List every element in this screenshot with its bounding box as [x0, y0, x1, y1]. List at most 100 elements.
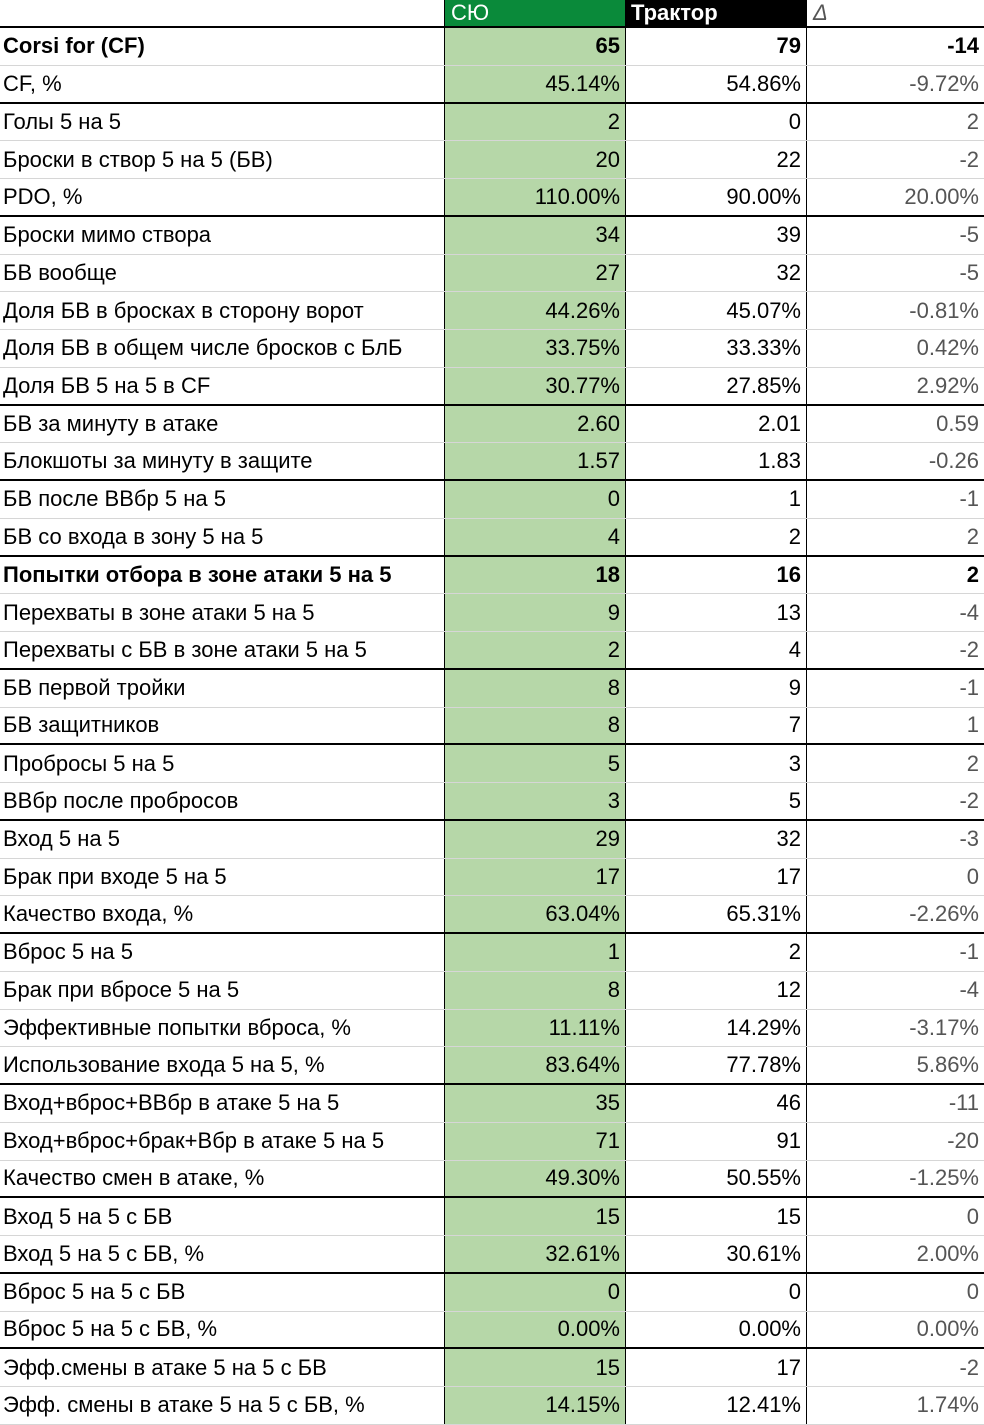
syu-value-cell[interactable]: 15: [444, 1349, 625, 1386]
traktor-value-cell[interactable]: 32: [625, 254, 806, 292]
syu-value-cell[interactable]: 5: [444, 745, 625, 782]
delta-value-cell[interactable]: -14: [806, 28, 984, 65]
syu-value-cell[interactable]: 33.75%: [444, 330, 625, 367]
syu-value-cell[interactable]: 1: [444, 934, 625, 971]
traktor-value-cell[interactable]: 1: [625, 481, 806, 518]
delta-value-cell[interactable]: 0: [806, 1198, 984, 1235]
syu-value-cell[interactable]: 71: [444, 1122, 625, 1160]
header-syu-cell[interactable]: СЮ: [444, 0, 625, 26]
traktor-value-cell[interactable]: 9: [625, 669, 806, 707]
traktor-value-cell[interactable]: 2: [625, 518, 806, 555]
delta-value-cell[interactable]: 1.74%: [806, 1387, 984, 1424]
traktor-value-cell[interactable]: 17: [625, 1349, 806, 1386]
syu-value-cell[interactable]: 2: [444, 103, 625, 141]
syu-value-cell[interactable]: 20: [444, 141, 625, 178]
delta-value-cell[interactable]: -20: [806, 1122, 984, 1160]
delta-value-cell[interactable]: 2.00%: [806, 1236, 984, 1272]
traktor-value-cell[interactable]: 65.31%: [625, 896, 806, 932]
syu-value-cell[interactable]: 30.77%: [444, 367, 625, 404]
syu-value-cell[interactable]: 1.57: [444, 443, 625, 479]
row-label-cell[interactable]: БВ за минуту в атаке: [3, 410, 219, 436]
syu-value-cell[interactable]: 11.11%: [444, 1009, 625, 1047]
traktor-value-cell[interactable]: 0.00%: [625, 1311, 806, 1348]
syu-value-cell[interactable]: 8: [444, 971, 625, 1009]
syu-value-cell[interactable]: 34: [444, 216, 625, 254]
delta-value-cell[interactable]: -11: [806, 1085, 984, 1122]
traktor-value-cell[interactable]: 50.55%: [625, 1160, 806, 1197]
traktor-value-cell[interactable]: 12: [625, 971, 806, 1009]
syu-value-cell[interactable]: 63.04%: [444, 896, 625, 932]
delta-value-cell[interactable]: 2: [806, 745, 984, 782]
traktor-value-cell[interactable]: 22: [625, 141, 806, 178]
row-label-cell[interactable]: Эфф. смены в атаке 5 на 5 с БВ, %: [3, 1392, 365, 1418]
row-label-cell[interactable]: БВ после ВВбр 5 на 5: [3, 486, 226, 512]
row-label-cell[interactable]: Вход 5 на 5 с БВ, %: [3, 1240, 205, 1266]
row-label-cell[interactable]: PDO, %: [3, 183, 83, 209]
traktor-value-cell[interactable]: 16: [625, 556, 806, 594]
row-label-cell[interactable]: БВ вообще: [3, 259, 117, 285]
syu-value-cell[interactable]: 2: [444, 632, 625, 668]
syu-value-cell[interactable]: 15: [444, 1198, 625, 1235]
delta-value-cell[interactable]: -4: [806, 594, 984, 631]
delta-value-cell[interactable]: 2: [806, 518, 984, 555]
syu-value-cell[interactable]: 8: [444, 707, 625, 744]
traktor-value-cell[interactable]: 0: [625, 1273, 806, 1311]
row-label-cell[interactable]: Перехваты с БВ в зоне атаки 5 на 5: [3, 636, 367, 662]
row-label-cell[interactable]: Голы 5 на 5: [3, 108, 122, 134]
traktor-value-cell[interactable]: 39: [625, 216, 806, 254]
delta-value-cell[interactable]: 0.42%: [806, 330, 984, 367]
traktor-value-cell[interactable]: 7: [625, 707, 806, 744]
row-label-cell[interactable]: Доля БВ в общем числе бросков с БлБ: [3, 335, 403, 361]
syu-value-cell[interactable]: 0: [444, 1273, 625, 1311]
row-label-cell[interactable]: Использование входа 5 на 5, %: [3, 1052, 325, 1078]
delta-value-cell[interactable]: -9.72%: [806, 65, 984, 102]
traktor-value-cell[interactable]: 46: [625, 1085, 806, 1122]
delta-value-cell[interactable]: -2: [806, 783, 984, 819]
delta-value-cell[interactable]: -1: [806, 481, 984, 518]
syu-value-cell[interactable]: 29: [444, 820, 625, 858]
header-delta-cell[interactable]: Δ: [806, 0, 984, 26]
delta-value-cell[interactable]: -1.25%: [806, 1160, 984, 1197]
delta-value-cell[interactable]: -1: [806, 669, 984, 707]
row-label-cell[interactable]: ВВбр после пробросов: [3, 787, 239, 813]
row-label-cell[interactable]: Пробросы 5 на 5: [3, 750, 175, 776]
delta-value-cell[interactable]: 2: [806, 103, 984, 141]
delta-value-cell[interactable]: -0.26: [806, 443, 984, 479]
row-label-cell[interactable]: Вброс 5 на 5 с БВ: [3, 1279, 186, 1305]
row-label-cell[interactable]: Брак при вбросе 5 на 5: [3, 977, 240, 1003]
header-traktor-cell[interactable]: Трактор: [625, 0, 806, 26]
row-label-cell[interactable]: CF, %: [3, 70, 62, 96]
syu-value-cell[interactable]: 49.30%: [444, 1160, 625, 1197]
row-label-cell[interactable]: Брак при входе 5 на 5: [3, 863, 227, 889]
delta-value-cell[interactable]: -3.17%: [806, 1009, 984, 1047]
delta-value-cell[interactable]: -2.26%: [806, 896, 984, 932]
traktor-value-cell[interactable]: 79: [625, 28, 806, 65]
row-label-cell[interactable]: Доля БВ 5 на 5 в CF: [3, 372, 211, 398]
syu-value-cell[interactable]: 83.64%: [444, 1047, 625, 1083]
delta-value-cell[interactable]: -1: [806, 934, 984, 971]
syu-value-cell[interactable]: 32.61%: [444, 1236, 625, 1272]
syu-value-cell[interactable]: 44.26%: [444, 292, 625, 329]
traktor-value-cell[interactable]: 91: [625, 1122, 806, 1160]
delta-value-cell[interactable]: 0.00%: [806, 1311, 984, 1348]
delta-value-cell[interactable]: -5: [806, 216, 984, 254]
row-label-cell[interactable]: Эффективные попытки вброса, %: [3, 1014, 351, 1040]
delta-value-cell[interactable]: 0.59: [806, 405, 984, 443]
delta-value-cell[interactable]: 2: [806, 556, 984, 594]
traktor-value-cell[interactable]: 90.00%: [625, 179, 806, 215]
delta-value-cell[interactable]: -2: [806, 1349, 984, 1386]
delta-value-cell[interactable]: 1: [806, 707, 984, 744]
traktor-value-cell[interactable]: 45.07%: [625, 292, 806, 329]
delta-value-cell[interactable]: -2: [806, 141, 984, 178]
traktor-value-cell[interactable]: 0: [625, 103, 806, 141]
row-label-cell[interactable]: Блокшоты за минуту в защите: [3, 448, 313, 474]
row-label-cell[interactable]: БВ со входа в зону 5 на 5: [3, 523, 264, 549]
traktor-value-cell[interactable]: 3: [625, 745, 806, 782]
row-label-cell[interactable]: Броски в створ 5 на 5 (БВ): [3, 146, 273, 172]
row-label-cell[interactable]: Качество входа, %: [3, 901, 194, 927]
row-label-cell[interactable]: Броски мимо створа: [3, 222, 212, 248]
delta-value-cell[interactable]: 2.92%: [806, 367, 984, 404]
row-label-cell[interactable]: Corsi for (CF): [3, 33, 145, 59]
syu-value-cell[interactable]: 45.14%: [444, 65, 625, 102]
traktor-value-cell[interactable]: 27.85%: [625, 367, 806, 404]
